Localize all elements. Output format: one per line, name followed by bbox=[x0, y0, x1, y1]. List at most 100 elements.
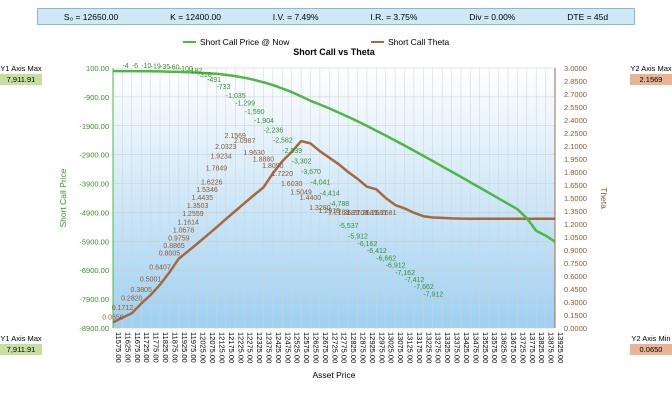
data-label: 0.1712 bbox=[112, 305, 134, 312]
legend: Short Call Price @ Now Short Call Theta bbox=[183, 37, 450, 47]
data-label: 0.5001 bbox=[140, 277, 162, 284]
data-label: -4,788 bbox=[329, 201, 349, 208]
x-tick-label: 12025.00 bbox=[199, 332, 208, 363]
data-label: 1.2681 bbox=[356, 210, 378, 217]
legend-theta-label: Short Call Theta bbox=[388, 37, 450, 47]
x-tick-label: 12275.00 bbox=[246, 332, 255, 363]
y1-axis-min-label: Y1 Axis Max bbox=[0, 333, 42, 344]
data-label: 1.3503 bbox=[187, 203, 209, 210]
data-label: 1.9630 bbox=[243, 150, 265, 157]
x-axis-ticks: 11575.00 11625.00 11675.00 11725.00 11775.00… bbox=[114, 332, 565, 363]
x-tick-label: 12975.00 bbox=[377, 332, 386, 363]
data-label: 1.3280 bbox=[309, 205, 331, 212]
x-tick-label: 12425.00 bbox=[274, 332, 283, 363]
x-tick-label: 12675.00 bbox=[321, 332, 330, 363]
data-label: -7,662 bbox=[414, 284, 434, 291]
y-right-tick-label: 2.4000 bbox=[564, 116, 587, 125]
y1-axis-max-value[interactable]: 7,911.91 bbox=[0, 74, 42, 85]
x-tick-label: 13875.00 bbox=[547, 332, 556, 363]
data-label: -1,590 bbox=[245, 109, 265, 116]
y-right-tick-label: 1.3500 bbox=[564, 207, 587, 216]
data-label: -4 bbox=[122, 63, 128, 70]
data-label: -4,041 bbox=[310, 180, 330, 187]
x-tick-label: 11725.00 bbox=[142, 332, 151, 363]
y1-axis-max-box[interactable]: Y1 Axis Max 7,911.91 bbox=[0, 63, 42, 85]
y-right-tick-label: 1.9500 bbox=[564, 155, 587, 164]
x-tick-label: 12525.00 bbox=[293, 332, 302, 363]
data-label: 0.3805 bbox=[131, 287, 153, 294]
x-tick-label: 13275.00 bbox=[434, 332, 443, 363]
x-tick-label: 12875.00 bbox=[359, 332, 368, 363]
x-tick-label: 13175.00 bbox=[415, 332, 424, 363]
y-left-tick-label: -900.00 bbox=[84, 93, 109, 102]
y2-axis-min-box[interactable]: Y2 Axis Min 0.0650 bbox=[630, 333, 672, 355]
parameters-bar: S₀ = 12650.00 K = 12400.00 I.V. = 7.49% … bbox=[37, 8, 635, 25]
data-label: 0.9759 bbox=[168, 235, 190, 242]
x-tick-label: 13775.00 bbox=[528, 332, 537, 363]
y-left-tick-label: -1900.00 bbox=[79, 122, 109, 131]
data-label: 1.9234 bbox=[210, 153, 232, 160]
y-axis-left-label: Short Call Price bbox=[58, 168, 68, 227]
x-tick-label: 13075.00 bbox=[396, 332, 405, 363]
y1-axis-min-box[interactable]: Y1 Axis Max 7,911.91 bbox=[0, 333, 42, 355]
data-label: 1.2681 bbox=[375, 210, 397, 217]
x-tick-label: 12775.00 bbox=[340, 332, 349, 363]
x-tick-label: 13825.00 bbox=[537, 332, 546, 363]
data-label: 1.5346 bbox=[196, 187, 218, 194]
data-label: 1.2681 bbox=[337, 210, 359, 217]
y-left-tick-label: 100.00 bbox=[86, 64, 109, 73]
y-right-tick-label: 2.7000 bbox=[564, 90, 587, 99]
y-left-tick-label: -4900.00 bbox=[79, 208, 109, 217]
y-right-tick-label: 1.6500 bbox=[564, 181, 587, 190]
data-label: 0.2820 bbox=[121, 296, 143, 303]
y2-axis-min-value[interactable]: 0.0650 bbox=[630, 344, 672, 355]
y2-axis-max-box[interactable]: Y2 Axis Max 2.1569 bbox=[630, 63, 672, 85]
data-label: -182 bbox=[188, 68, 202, 75]
data-label: -1,035 bbox=[226, 93, 246, 100]
x-tick-label: 13325.00 bbox=[443, 332, 452, 363]
data-label: 1.1614 bbox=[178, 219, 200, 226]
data-label: 0.0650 bbox=[102, 314, 124, 321]
x-tick-label: 11775.00 bbox=[152, 332, 161, 363]
y-right-tick-label: 3.0000 bbox=[564, 64, 587, 73]
y-right-tick-label: 0.3000 bbox=[564, 298, 587, 307]
y-left-tick-label: -3900.00 bbox=[79, 180, 109, 189]
data-label: 1.2916 bbox=[319, 208, 341, 215]
y-right-tick-label: 2.1000 bbox=[564, 142, 587, 151]
data-label: 1.0678 bbox=[173, 227, 195, 234]
data-label: -7,162 bbox=[395, 270, 415, 277]
data-label: -35 bbox=[160, 64, 170, 71]
x-tick-label: 12825.00 bbox=[349, 332, 358, 363]
y2-axis-max-label: Y2 Axis Max bbox=[630, 63, 672, 74]
y-right-tick-label: 1.8000 bbox=[564, 168, 587, 177]
y-left-tick-label: -7900.00 bbox=[79, 295, 109, 304]
y-right-tick-label: 1.0500 bbox=[564, 233, 587, 242]
x-tick-label: 13725.00 bbox=[518, 332, 527, 363]
data-label: 1.8880 bbox=[253, 156, 275, 163]
x-axis-label: Asset Price bbox=[313, 370, 356, 380]
y1-axis-min-value[interactable]: 7,911.91 bbox=[0, 344, 42, 355]
x-tick-label: 13125.00 bbox=[406, 332, 415, 363]
data-label: -6,412 bbox=[367, 248, 387, 255]
y-right-tick-label: 2.5500 bbox=[564, 103, 587, 112]
x-tick-label: 12575.00 bbox=[302, 332, 311, 363]
data-label: -1,299 bbox=[235, 100, 255, 107]
data-label: -1,904 bbox=[254, 118, 274, 125]
data-label: -310 bbox=[198, 72, 212, 79]
y2-axis-max-value[interactable]: 2.1569 bbox=[630, 74, 672, 85]
x-tick-label: 12475.00 bbox=[283, 332, 292, 363]
data-label: -100 bbox=[179, 66, 193, 73]
legend-price-label: Short Call Price @ Now bbox=[200, 37, 290, 47]
data-label: -2,236 bbox=[263, 127, 283, 134]
x-tick-label: 12075.00 bbox=[208, 332, 217, 363]
y-right-tick-label: 1.5000 bbox=[564, 194, 587, 203]
data-label: -3,670 bbox=[301, 169, 321, 176]
data-label: -5,912 bbox=[348, 234, 368, 241]
x-tick-label: 13625.00 bbox=[500, 332, 509, 363]
x-tick-label: 12225.00 bbox=[236, 332, 245, 363]
x-tick-label: 11825.00 bbox=[161, 332, 170, 363]
y-right-tick-label: 2.8500 bbox=[564, 77, 587, 86]
data-label: 1.2559 bbox=[182, 211, 204, 218]
y-axis-right-ticks: 3.0000 2.8500 2.7000 2.5500 2.4000 2.2500 2.10… bbox=[564, 64, 587, 333]
implied-volatility-param: I.V. = 7.49% bbox=[272, 11, 319, 22]
